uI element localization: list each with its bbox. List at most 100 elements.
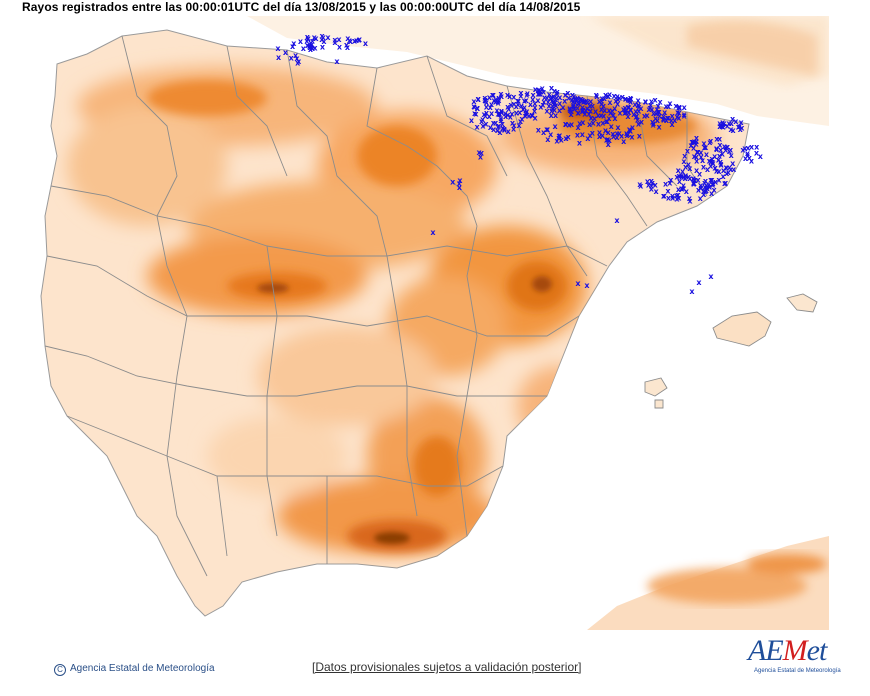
lightning-strike: x	[498, 114, 504, 123]
lightning-strike: x	[308, 39, 314, 48]
lightning-strike: x	[628, 97, 634, 106]
lightning-strike: x	[552, 106, 558, 115]
lightning-strike: x	[531, 91, 537, 100]
logo-part-et: et	[806, 634, 828, 667]
lightning-strike: x	[491, 118, 497, 127]
lightning-strike: x	[275, 44, 281, 53]
lightning-strike: x	[624, 129, 630, 138]
lightning-strike: x	[514, 102, 520, 111]
lightning-strike: x	[721, 123, 727, 132]
lightning-strike: x	[688, 141, 694, 150]
lightning-strike: x	[591, 119, 597, 128]
lightning-strike: x	[569, 96, 575, 105]
lightning-strike: x	[727, 147, 733, 156]
lightning-strike: x	[475, 104, 481, 113]
lightning-strike: x	[549, 97, 555, 106]
lightning-strike: x	[599, 96, 605, 105]
lightning-strike: x	[672, 116, 678, 125]
lightning-strike: x	[708, 162, 714, 171]
lightning-strike: x	[681, 184, 687, 193]
lightning-strike: x	[507, 92, 513, 101]
lightning-strike: x	[713, 178, 719, 187]
lightning-strike: x	[718, 121, 724, 130]
lightning-strike: x	[524, 107, 530, 116]
lightning-strike: x	[496, 94, 502, 103]
lightning-strike: x	[664, 116, 670, 125]
lightning-strike: x	[729, 119, 735, 128]
lightning-strike: x	[308, 42, 314, 51]
lightning-strike: x	[673, 102, 679, 111]
lightning-strike: x	[661, 112, 667, 121]
lightning-strike: x	[705, 165, 711, 174]
lightning-strike: x	[723, 178, 729, 187]
lightning-strike: x	[505, 91, 511, 100]
lightning-strike: x	[585, 134, 591, 143]
lightning-strike: x	[638, 104, 644, 113]
lightning-strike: x	[667, 99, 673, 108]
lightning-strike: x	[482, 95, 488, 104]
lightning-strike: x	[667, 178, 673, 187]
lightning-strike: x	[615, 95, 621, 104]
lightning-strike: x	[702, 179, 708, 188]
lightning-strike: x	[627, 125, 633, 134]
lightning-strike: x	[696, 186, 702, 195]
lightning-strike: x	[655, 116, 661, 125]
lightning-strike: x	[557, 106, 563, 115]
lightning-strike: x	[707, 182, 713, 191]
lightning-strike: x	[677, 103, 683, 112]
aemet-logo[interactable]: AEMet Agencia Estatal de Meteorología	[748, 634, 841, 680]
lightning-strike: x	[716, 175, 722, 184]
lightning-strike: x	[310, 44, 316, 53]
lightning-strike: x	[484, 103, 490, 112]
lightning-strike: x	[627, 126, 633, 135]
lightning-strike: x	[524, 108, 530, 117]
lightning-strike: x	[676, 166, 682, 175]
lightning-strike: x	[625, 95, 631, 104]
lightning-strike: x	[515, 97, 521, 106]
lightning-strike: x	[611, 132, 617, 141]
lightning-strike: x	[478, 152, 484, 161]
lightning-strike: x	[656, 101, 662, 110]
lightning-strike: x	[580, 96, 586, 105]
lightning-strike: x	[713, 163, 719, 172]
lightning-strike: x	[615, 123, 621, 132]
lightning-strike: x	[636, 103, 642, 112]
lightning-strike: x	[542, 93, 548, 102]
lightning-strike: x	[505, 103, 511, 112]
lightning-strike: x	[626, 103, 632, 112]
lightning-strike: x	[691, 174, 697, 183]
lightning-strike: x	[479, 117, 485, 126]
lightning-strike: x	[585, 104, 591, 113]
disclaimer-link[interactable]: [Datos provisionales sujetos a validació…	[312, 660, 582, 674]
lightning-strike: x	[571, 92, 577, 101]
lightning-strike: x	[580, 118, 586, 127]
lightning-strike: x	[709, 155, 715, 164]
lightning-strike: x	[576, 99, 582, 108]
lightning-strike: x	[500, 124, 506, 133]
lightning-strike: x	[701, 187, 707, 196]
lightning-strike: x	[689, 287, 695, 296]
lightning-strike: x	[682, 103, 688, 112]
lightning-strike: x	[528, 100, 534, 109]
lightning-strike: x	[614, 129, 620, 138]
lightning-strike: x	[496, 109, 502, 118]
lightning-strike: x	[496, 99, 502, 108]
lightning-strike: x	[605, 135, 611, 144]
lightning-strike: x	[722, 119, 728, 128]
lightning-strike: x	[669, 116, 675, 125]
lightning-strike: x	[646, 181, 652, 190]
lightning-strike: x	[604, 117, 610, 126]
lightning-strike: x	[500, 124, 506, 133]
lightning-strike: x	[307, 43, 313, 52]
lightning-strike: x	[692, 175, 698, 184]
lightning-strike: x	[718, 158, 724, 167]
lightning-strike: x	[699, 153, 705, 162]
lightning-strike: x	[649, 182, 655, 191]
lightning-strike: x	[740, 146, 746, 155]
lightning-strike: x	[605, 92, 611, 101]
lightning-strike: x	[692, 179, 698, 188]
lightning-strike: x	[551, 92, 557, 101]
lightning-strike: x	[536, 90, 542, 99]
lightning-strike: x	[547, 90, 553, 99]
